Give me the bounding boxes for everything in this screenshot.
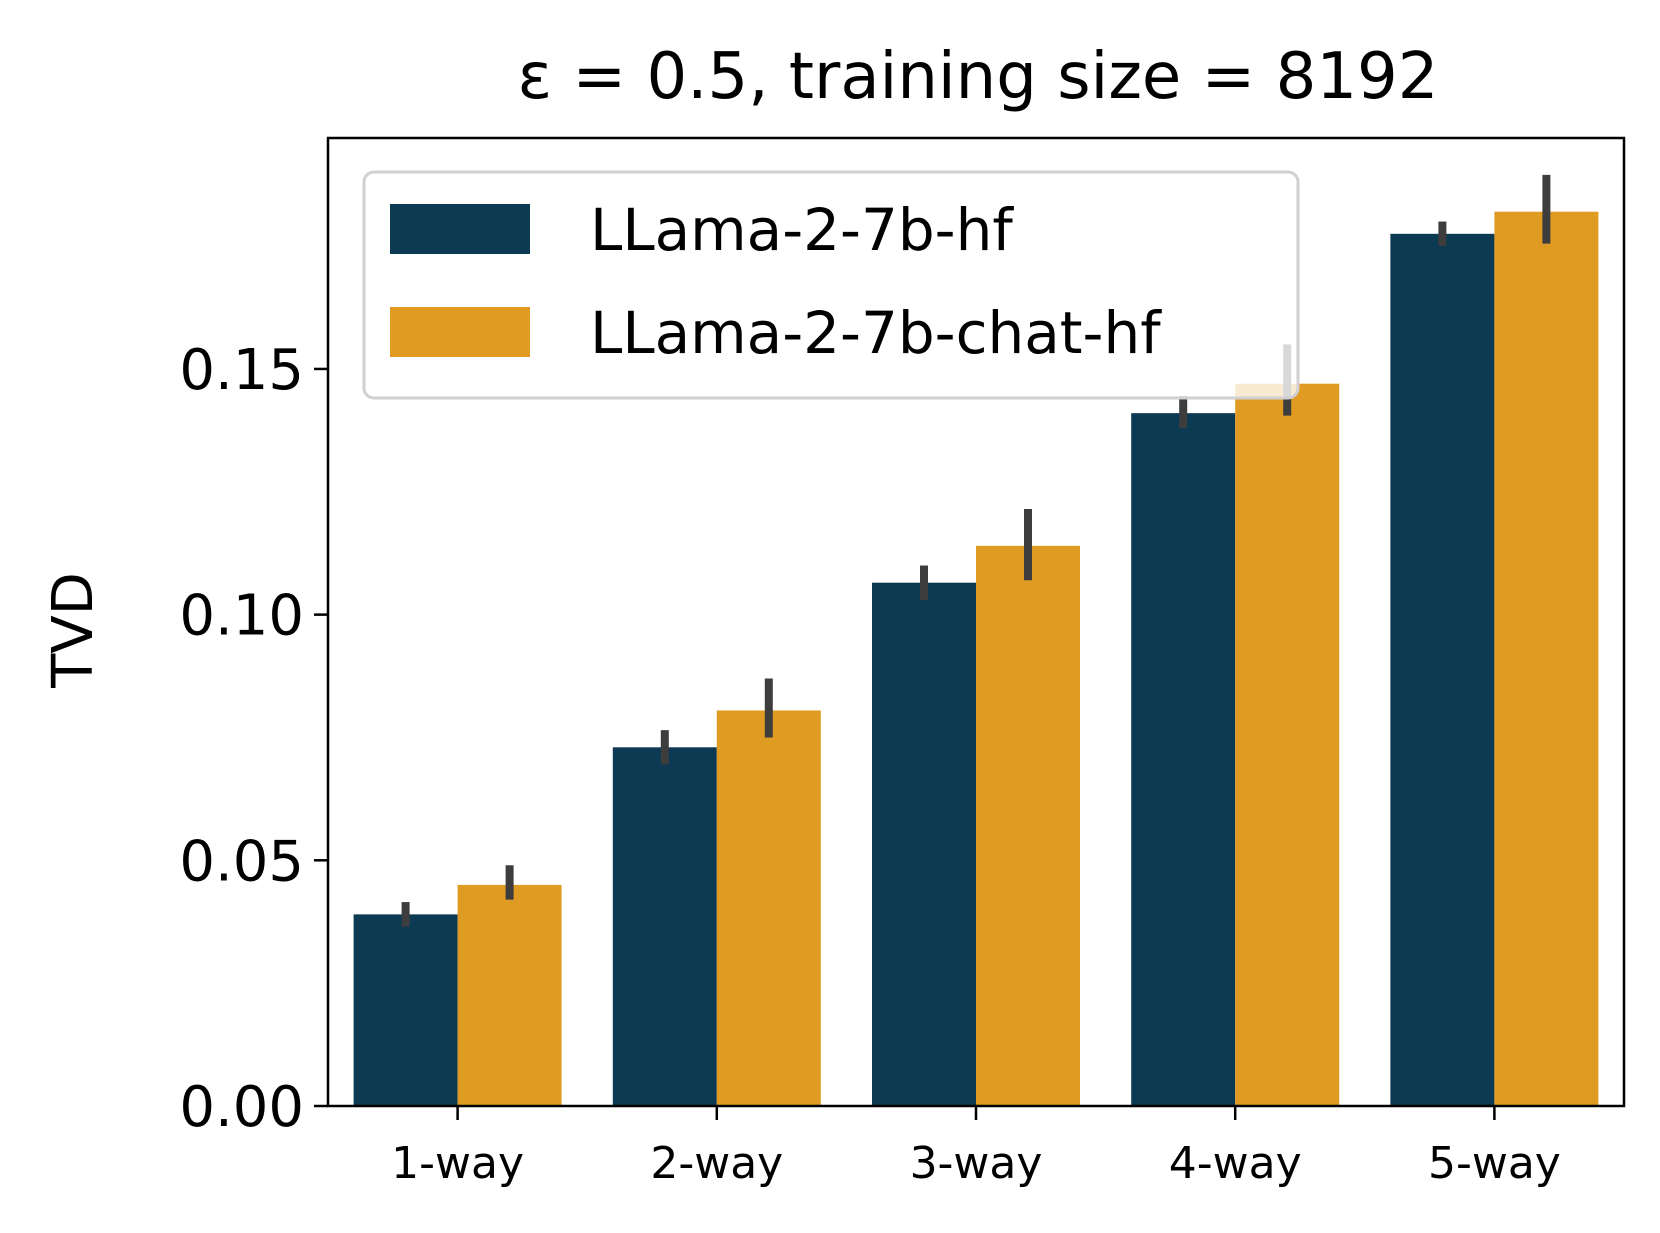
x-tick-label: 5-way [1428,1138,1561,1189]
x-tick-label: 2-way [650,1138,783,1189]
chart-title: ε = 0.5, training size = 8192 [518,40,1439,114]
bar-base-2-way [612,747,717,1106]
bar-chat-2-way [716,710,821,1106]
bar-chat-1-way [457,884,562,1106]
y-tick-label: 0.15 [179,338,304,403]
y-axis-label: TVD [41,572,106,689]
bars-layer [353,211,1599,1107]
bar-base-5-way [1390,233,1495,1106]
x-tick-label: 3-way [910,1138,1043,1189]
axes-layer: 0.00 0.05 0.10 0.15 1-way 2-way 3-way 4-way 5-wa… [179,136,1626,1189]
bar-base-1-way [353,914,458,1106]
bar-chat-3-way [976,545,1080,1106]
y-tick-label: 0.10 [179,584,304,649]
bar-base-3-way [872,582,976,1106]
legend-label-base: LLama-2-7b-hf [590,196,1014,264]
bar-chat-5-way [1494,211,1599,1107]
bar-chat-4-way [1235,383,1340,1106]
legend: LLama-2-7b-hf LLama-2-7b-chat-hf [362,170,1300,400]
y-tick-label: 0.05 [179,829,304,894]
legend-box [362,170,1300,400]
bar-base-4-way [1131,413,1236,1107]
x-tick-label: 1-way [391,1138,524,1189]
legend-swatch-base [390,204,530,254]
legend-label-chat: LLama-2-7b-chat-hf [590,299,1162,367]
x-tick-label: 4-way [1169,1138,1302,1189]
y-tick-label: 0.00 [179,1075,304,1140]
legend-swatch-chat [390,307,530,357]
